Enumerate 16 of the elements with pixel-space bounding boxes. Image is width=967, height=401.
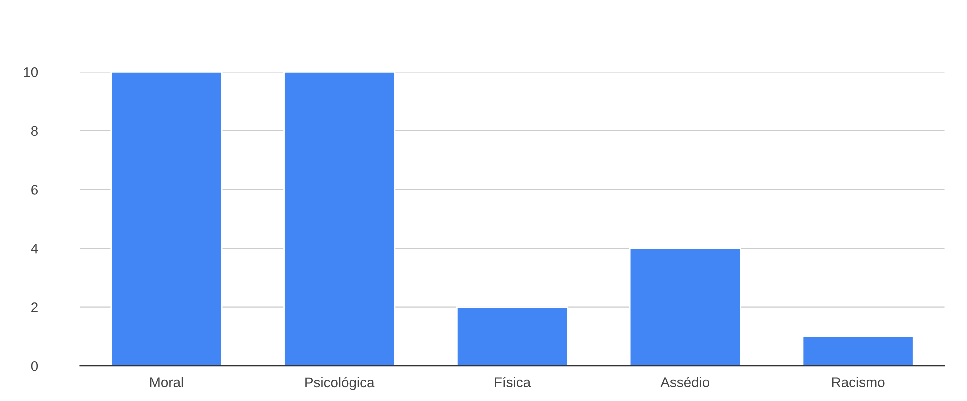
bar [456, 306, 569, 366]
bar [629, 248, 742, 366]
y-tick-label: 2 [32, 302, 38, 312]
bar [802, 336, 914, 366]
bar [284, 72, 396, 366]
bar [110, 72, 223, 366]
y-tick-label: 0 [31, 361, 38, 372]
x-tick-label: Psicológica [306, 377, 375, 390]
x-tick-label: Assédio [660, 377, 710, 388]
y-tick-label: 10 [24, 68, 38, 78]
y-tick-label: 8 [31, 126, 38, 136]
x-tick-label: Moral [150, 377, 184, 388]
y-tick-label: 6 [32, 185, 38, 195]
x-tick-label: Racismo [832, 377, 885, 388]
x-tick-label: Física [495, 377, 532, 388]
y-tick-label: 4 [31, 244, 38, 254]
